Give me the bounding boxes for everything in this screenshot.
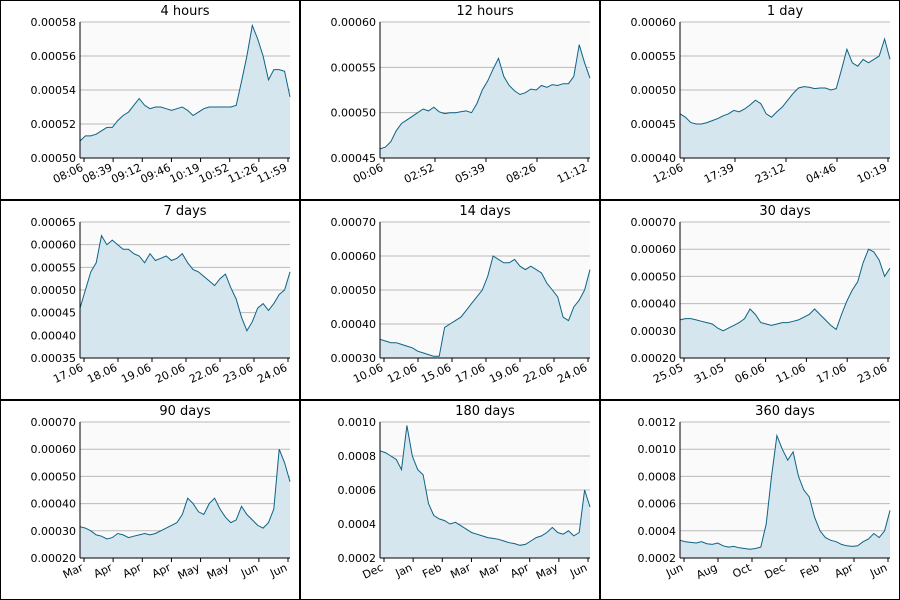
chart-svg: 90 days 0.00020 0.00030 0.00040 0.00050 0.000… bbox=[0, 400, 300, 600]
y-tick-label: 0.00055 bbox=[31, 261, 77, 274]
chart-title: 4 hours bbox=[161, 4, 210, 19]
y-tick-label: 0.0006 bbox=[638, 498, 677, 511]
series-area bbox=[380, 425, 590, 558]
y-tick-label: 0.00058 bbox=[31, 16, 77, 29]
chart-panel: 360 days 0.0002 0.0004 0.0006 0.0008 0.0010 0.… bbox=[600, 400, 900, 600]
y-tick-label: 0.00030 bbox=[631, 325, 677, 338]
y-tick-label: 0.00040 bbox=[31, 498, 77, 511]
series-line bbox=[79, 23, 291, 142]
series-line bbox=[79, 449, 291, 540]
series-area bbox=[680, 39, 890, 158]
chart-svg: 1 day 0.00040 0.00045 0.00050 0.00055 0.00060… bbox=[600, 0, 900, 200]
y-tick-label: 0.0010 bbox=[338, 416, 377, 429]
y-tick-label: 0.0002 bbox=[338, 552, 377, 565]
y-tick-label: 0.00065 bbox=[31, 216, 77, 229]
y-tick-label: 0.00070 bbox=[631, 216, 677, 229]
chart-title: 90 days bbox=[159, 404, 211, 419]
chart-svg: 12 hours0.000450.000500.000550.0006000:0… bbox=[300, 0, 600, 200]
y-tick-label: 0.00040 bbox=[631, 298, 677, 311]
series-line bbox=[679, 248, 891, 332]
y-tick-label: 0.00060 bbox=[631, 16, 677, 29]
chart-panel: 1 day 0.00040 0.00045 0.00050 0.00055 0.00060… bbox=[600, 0, 900, 200]
series-area bbox=[380, 44, 590, 159]
chart-title: 14 days bbox=[459, 204, 511, 219]
y-tick-label: 0.0012 bbox=[638, 416, 677, 429]
chart-title: 7 days bbox=[163, 204, 206, 219]
y-tick-label: 0.00040 bbox=[631, 152, 677, 165]
y-tick-label: 0.0008 bbox=[338, 450, 377, 463]
series-area bbox=[80, 235, 290, 358]
y-tick-label: 0.00020 bbox=[31, 552, 77, 565]
series-line bbox=[679, 433, 891, 550]
y-tick-label: 0.00070 bbox=[31, 416, 77, 429]
y-tick-label: 0.00020 bbox=[631, 352, 677, 365]
y-tick-label: 0.00040 bbox=[31, 329, 77, 342]
y-tick-label: 0.00060 bbox=[31, 239, 77, 252]
series-line bbox=[79, 234, 291, 332]
y-tick-label: 0.00040 bbox=[331, 318, 377, 331]
y-tick-label: 0.0006 bbox=[338, 484, 377, 497]
series-area bbox=[680, 435, 890, 558]
y-tick-label: 0.00050 bbox=[331, 284, 377, 297]
y-tick-label: 0.00060 bbox=[331, 16, 377, 29]
chart-title: 30 days bbox=[759, 204, 811, 219]
y-tick-label: 0.00045 bbox=[631, 118, 677, 131]
y-tick-label: 0.00054 bbox=[31, 84, 77, 97]
chart-title: 180 days bbox=[455, 404, 515, 419]
chart-svg: 30 days 0.00020 0.00030 0.00040 0.00050 0.000… bbox=[600, 200, 900, 400]
y-tick-label: 0.00060 bbox=[331, 250, 377, 263]
series-line bbox=[379, 255, 591, 357]
y-tick-label: 0.0008 bbox=[638, 470, 677, 483]
y-tick-label: 0.00050 bbox=[31, 470, 77, 483]
y-tick-label: 0.00056 bbox=[31, 50, 77, 63]
chart-title: 1 day bbox=[767, 4, 804, 19]
chart-svg: 14 days 0.00030 0.00040 0.00050 0.00060 0.000… bbox=[300, 200, 600, 400]
chart-svg: 7 days 0.00035 0.00040 0.00045 0.00050 0.0005… bbox=[0, 200, 300, 400]
chart-panel: 30 days 0.00020 0.00030 0.00040 0.00050 0.000… bbox=[600, 200, 900, 400]
y-tick-label: 0.00060 bbox=[631, 243, 677, 256]
y-tick-label: 0.00045 bbox=[331, 152, 377, 165]
series-line bbox=[679, 37, 891, 125]
chart-panel: 90 days 0.00020 0.00030 0.00040 0.00050 0.000… bbox=[0, 400, 300, 600]
y-tick-label: 0.00060 bbox=[31, 443, 77, 456]
series-area bbox=[380, 256, 590, 358]
series-area bbox=[80, 25, 290, 159]
y-tick-label: 0.0010 bbox=[638, 443, 677, 456]
y-tick-label: 0.00050 bbox=[631, 270, 677, 283]
chart-panel: 7 days 0.00035 0.00040 0.00045 0.00050 0.0005… bbox=[0, 200, 300, 400]
y-tick-label: 0.00070 bbox=[331, 216, 377, 229]
y-tick-label: 0.00050 bbox=[31, 152, 77, 165]
chart-title: 12 hours bbox=[456, 4, 513, 19]
y-tick-label: 0.00045 bbox=[31, 307, 77, 320]
chart-panel: 180 days 0.0002 0.0004 0.0006 0.0008 0.0010 De… bbox=[300, 400, 600, 600]
y-tick-label: 0.0004 bbox=[638, 525, 677, 538]
series-line bbox=[379, 425, 591, 546]
y-tick-label: 0.0004 bbox=[338, 518, 377, 531]
y-tick-label: 0.00035 bbox=[31, 352, 77, 365]
y-tick-label: 0.00030 bbox=[331, 352, 377, 365]
series-line bbox=[379, 44, 591, 150]
y-tick-label: 0.00052 bbox=[31, 118, 77, 131]
y-tick-label: 0.00030 bbox=[31, 525, 77, 538]
chart-svg: 360 days 0.0002 0.0004 0.0006 0.0008 0.0010 0.… bbox=[600, 400, 900, 600]
chart-panel: 4 hours 0.00050 0.00052 0.00054 0.00056 0.000… bbox=[0, 0, 300, 200]
chart-panel: 14 days 0.00030 0.00040 0.00050 0.00060 0.000… bbox=[300, 200, 600, 400]
y-tick-label: 0.00050 bbox=[331, 107, 377, 120]
chart-panel: 12 hours 0.00045 0.00050 0.00055 0.00060 00:0… bbox=[300, 0, 600, 200]
y-tick-label: 0.0002 bbox=[638, 552, 677, 565]
y-tick-label: 0.00050 bbox=[31, 284, 77, 297]
y-tick-label: 0.00055 bbox=[331, 61, 377, 74]
series-area bbox=[680, 249, 890, 358]
series-area bbox=[80, 449, 290, 558]
chart-title: 360 days bbox=[755, 404, 815, 419]
chart-svg: 180 days0.00020.00040.00060.00080.0010De… bbox=[300, 400, 600, 600]
chart-svg: 4 hours 0.00050 0.00052 0.00054 0.00056 0.000… bbox=[0, 0, 300, 200]
y-tick-label: 0.00050 bbox=[631, 84, 677, 97]
y-tick-label: 0.00055 bbox=[631, 50, 677, 63]
